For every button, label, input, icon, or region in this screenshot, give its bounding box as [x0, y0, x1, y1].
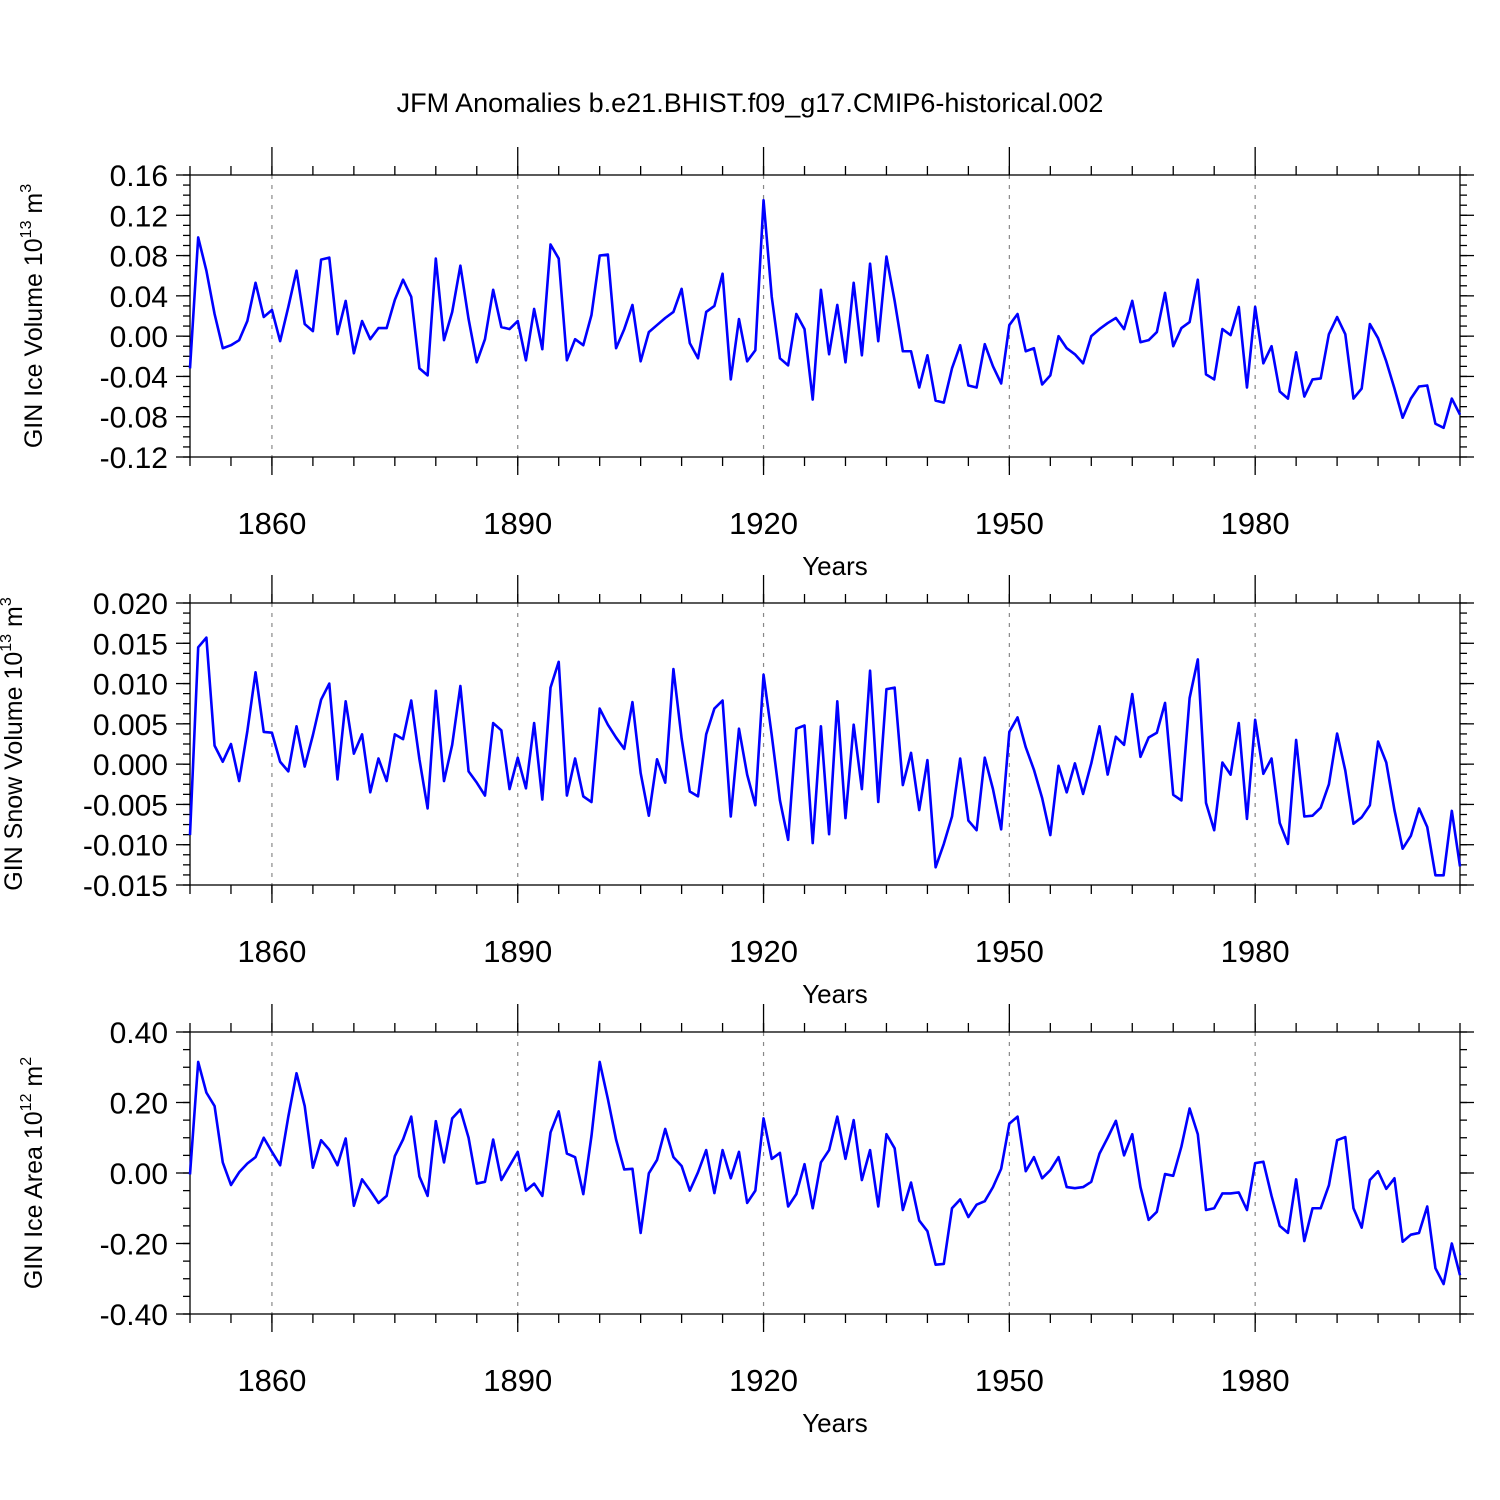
data-series-line	[188, 636, 1462, 877]
y-tick-label: 0.010	[93, 669, 168, 702]
x-tick-label: 1890	[483, 1363, 552, 1398]
x-tick-label: 1860	[237, 934, 306, 969]
y-axis-label-unit-exponent: 2	[18, 1057, 35, 1066]
x-tick-label: 1980	[1221, 506, 1290, 541]
x-tick-label: 1860	[237, 1363, 306, 1398]
chart-panel-2: -0.015 -0.010 -0.005 0.000 0.005 0.010 0.015 0.…	[0, 575, 1474, 1009]
y-tick-label: -0.015	[83, 870, 168, 903]
y-tick-label: 0.16	[110, 160, 168, 193]
y-axis-label-text: GIN Snow Volume 10	[0, 652, 28, 891]
x-tick-label: 1890	[483, 506, 552, 541]
y-tick-label: 0.000	[93, 749, 168, 782]
y-tick-label: 0.12	[110, 200, 168, 233]
y-tick-label: 0.00	[110, 321, 168, 354]
y-axis-label-exponent: 13	[0, 634, 15, 652]
y-tick-label: 0.00	[110, 1158, 168, 1191]
y-tick-label: -0.40	[100, 1299, 168, 1332]
y-axis-label-exponent: 12	[18, 1093, 35, 1111]
y-tick-label: 0.40	[110, 1017, 168, 1050]
y-tick-label: 0.04	[110, 281, 168, 314]
x-tick-label: 1980	[1221, 1363, 1290, 1398]
x-tick-label: 1890	[483, 934, 552, 969]
y-axis-label-unit: m	[0, 606, 28, 634]
x-tick-label: 1950	[975, 506, 1044, 541]
y-axis-label-unit: m	[20, 1066, 48, 1094]
x-axis-label: Years	[802, 979, 868, 1009]
y-axis-label: GIN Snow Volume 1013 m3	[0, 597, 28, 891]
y-axis-label: GIN Ice Area 1012 m2	[18, 1057, 48, 1289]
data-series-line	[188, 198, 1462, 430]
y-axis-label-text: GIN Ice Volume 10	[20, 238, 48, 448]
y-tick-label: 0.015	[93, 628, 168, 661]
plot-frame	[189, 602, 1461, 886]
chart-panel-3: -0.40 -0.20 0.00 0.20 0.40 1860 1890 1920 1950 19…	[18, 1004, 1474, 1438]
y-tick-label: -0.12	[100, 442, 168, 475]
plot-frame	[189, 1031, 1461, 1315]
y-tick-label: -0.005	[83, 789, 168, 822]
y-axis-label: GIN Ice Volume 1013 m3	[18, 184, 48, 448]
y-tick-label: 0.08	[110, 241, 168, 274]
y-tick-label: -0.010	[83, 830, 168, 863]
x-tick-label: 1950	[975, 1363, 1044, 1398]
y-axis-label-unit-exponent: 3	[18, 184, 35, 193]
y-tick-label: -0.04	[100, 361, 168, 394]
chart-title: JFM Anomalies b.e21.BHIST.f09_g17.CMIP6-…	[397, 88, 1104, 118]
y-tick-label: 0.20	[110, 1088, 168, 1121]
y-axis-label-unit: m	[20, 193, 48, 221]
x-tick-label: 1920	[729, 1363, 798, 1398]
y-tick-label: 0.020	[93, 588, 168, 621]
x-axis-label: Years	[802, 551, 868, 581]
data-series-line	[188, 1060, 1462, 1286]
x-tick-label: 1920	[729, 934, 798, 969]
y-tick-label: -0.08	[100, 402, 168, 435]
y-tick-label: -0.20	[100, 1229, 168, 1262]
x-axis-label: Years	[802, 1408, 868, 1438]
chart-panel-1: -0.12 -0.08 -0.04 0.00 0.04 0.08 0.12 0.16 1860 1…	[18, 147, 1474, 581]
y-axis-label-text: GIN Ice Area 10	[20, 1111, 48, 1289]
x-tick-label: 1980	[1221, 934, 1290, 969]
y-axis-label-exponent: 13	[18, 220, 35, 238]
x-tick-label: 1920	[729, 506, 798, 541]
x-tick-label: 1950	[975, 934, 1044, 969]
y-axis-label-unit-exponent: 3	[0, 597, 15, 606]
y-tick-label: 0.005	[93, 709, 168, 742]
x-tick-label: 1860	[237, 506, 306, 541]
